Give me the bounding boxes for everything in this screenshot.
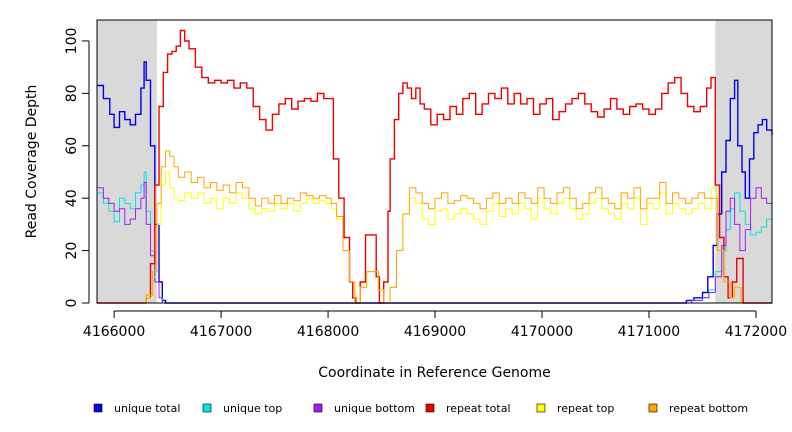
legend-swatch <box>425 403 435 413</box>
y-tick-label: 40 <box>64 189 80 207</box>
legend-label: unique bottom <box>334 402 415 415</box>
y-tick-label: 20 <box>64 242 80 260</box>
legend-swatch <box>202 403 212 413</box>
y-axis-label: Read Coverage Depth <box>24 85 40 239</box>
legend: unique total unique top unique bottom repea… <box>93 402 748 415</box>
legend-label: unique top <box>223 402 282 415</box>
legend-label: unique total <box>114 402 180 415</box>
series-line-repeat-bottom <box>97 150 772 304</box>
shaded-regions <box>97 20 772 303</box>
legend-item-repeat-top: repeat top <box>536 402 614 415</box>
series-line-repeat-top <box>97 171 772 304</box>
x-tick-label: 4168000 <box>297 324 359 340</box>
y-tick-label: 80 <box>64 84 80 102</box>
x-axis-label: Coordinate in Reference Genome <box>318 365 551 381</box>
y-tick-label: 100 <box>64 28 80 55</box>
series-line-unique-total <box>97 61 773 304</box>
plot-frame <box>96 19 773 304</box>
shaded-region-0 <box>97 20 157 303</box>
x-tick-label: 4169000 <box>404 324 466 340</box>
legend-item-repeat-bottom: repeat bottom <box>648 402 748 415</box>
legend-item-unique-top: unique top <box>202 402 282 415</box>
legend-swatch <box>536 403 546 413</box>
legend-label: repeat bottom <box>669 402 748 415</box>
x-tick-label: 4170000 <box>511 324 573 340</box>
legend-swatch <box>648 403 658 413</box>
series-line-repeat-total <box>97 29 772 304</box>
legend-item-repeat-total: repeat total <box>425 402 511 415</box>
legend-label: repeat top <box>557 402 614 415</box>
x-axis: 4166000 4167000 4168000 4169000 4170000 41710… <box>83 310 787 340</box>
y-axis: 0 20 40 60 80 100 <box>64 28 90 308</box>
y-tick-label: 0 <box>64 299 80 308</box>
x-tick-label: 4171000 <box>618 324 680 340</box>
x-tick-label: 4167000 <box>190 324 252 340</box>
series-lines <box>97 29 773 304</box>
legend-swatch <box>93 403 103 413</box>
series-line-unique-top <box>97 171 773 304</box>
x-tick-label: 4172000 <box>725 324 787 340</box>
shaded-region-1 <box>715 20 772 303</box>
x-tick-label: 4166000 <box>83 324 145 340</box>
legend-label: repeat total <box>446 402 511 415</box>
legend-swatch <box>313 403 323 413</box>
legend-item-unique-bottom: unique bottom <box>313 402 415 415</box>
y-tick-label: 60 <box>64 137 80 155</box>
legend-item-unique-total: unique total <box>93 402 180 415</box>
